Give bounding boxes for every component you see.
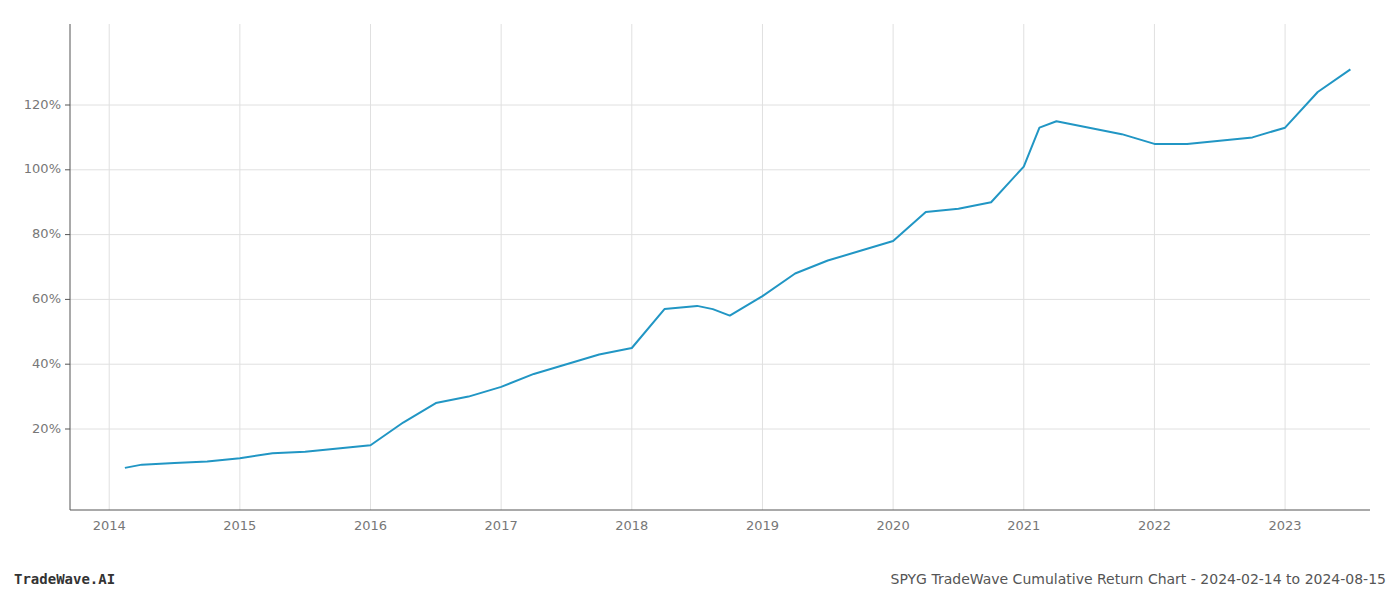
x-grid-line — [501, 24, 502, 510]
x-tick-label: 2020 — [877, 518, 910, 533]
y-grid-line — [70, 429, 1370, 430]
x-grid-line — [631, 24, 632, 510]
y-tick — [65, 105, 70, 106]
y-tick-label: 40% — [32, 356, 61, 371]
x-grid-line — [762, 24, 763, 510]
x-tick-label: 2023 — [1269, 518, 1302, 533]
y-tick-label: 80% — [32, 226, 61, 241]
y-tick — [65, 234, 70, 235]
y-grid-line — [70, 364, 1370, 365]
y-tick — [65, 299, 70, 300]
axes: 20% 40% 60% 80% 100% 120% 2014 2015 2016 2017 2018… — [24, 24, 1370, 533]
title: SPYG TradeWave Cumulative Return Chart -… — [891, 571, 1386, 587]
y-tick-label: 20% — [32, 421, 61, 436]
x-grid-line — [1154, 24, 1155, 510]
x-tick-label: 2014 — [93, 518, 126, 533]
x-grid-line — [109, 24, 110, 510]
x-grid-line — [1285, 24, 1286, 510]
x-tick-label: 2021 — [1007, 518, 1040, 533]
y-grid-line — [70, 169, 1370, 170]
line — [125, 69, 1351, 468]
x-grid-line — [370, 24, 371, 510]
x-tick-label: 2022 — [1138, 518, 1171, 533]
x-tick-label: 2015 — [223, 518, 256, 533]
x-tick-label: 2018 — [615, 518, 648, 533]
chart: 20% 40% 60% 80% 100% 120% 2014 2015 2016 2017 2018… — [0, 0, 1400, 600]
plot-area — [125, 69, 1351, 468]
y-tick-label: 120% — [24, 97, 61, 112]
y-tick — [65, 429, 70, 430]
x-tick-label: 2017 — [485, 518, 518, 533]
x-grid-line — [239, 24, 240, 510]
y-tick — [65, 169, 70, 170]
y-axis-line — [70, 24, 71, 510]
x-grid-line — [893, 24, 894, 510]
watermark: TradeWave.AI — [14, 571, 115, 587]
y-tick-label: 60% — [32, 291, 61, 306]
x-tick-label: 2016 — [354, 518, 387, 533]
y-grid-line — [70, 234, 1370, 235]
x-tick-label: 2019 — [746, 518, 779, 533]
x-axis-line — [70, 510, 1370, 511]
y-tick — [65, 364, 70, 365]
grid — [70, 24, 1370, 510]
y-grid-line — [70, 299, 1370, 300]
y-tick-label: 100% — [24, 161, 61, 176]
x-grid-line — [1023, 24, 1024, 510]
y-grid-line — [70, 105, 1370, 106]
